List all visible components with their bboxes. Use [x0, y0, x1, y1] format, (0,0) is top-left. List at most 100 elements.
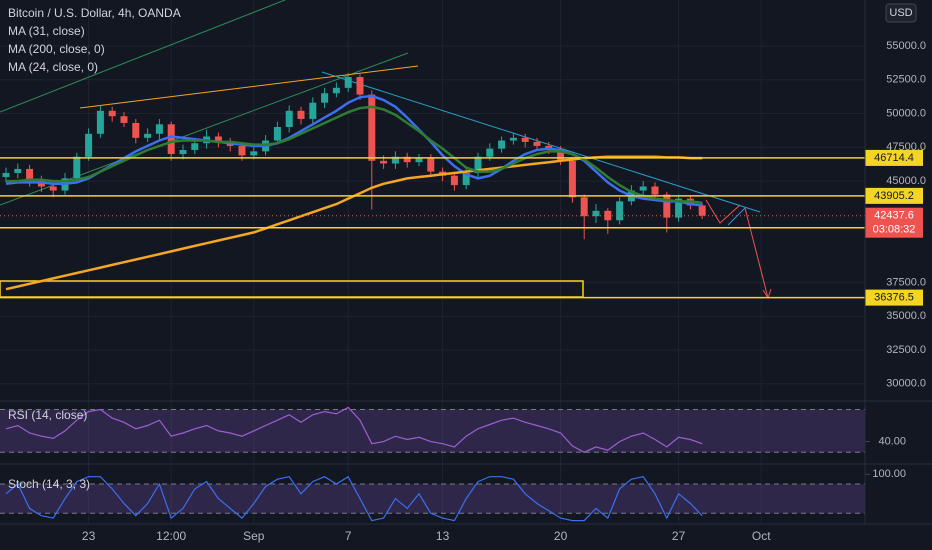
- candle-body: [427, 158, 435, 172]
- grid: [0, 0, 870, 524]
- candle-body: [521, 137, 529, 142]
- candle-body: [557, 150, 565, 161]
- y-tick-label: 47500.0: [886, 141, 926, 153]
- candle-body: [486, 148, 494, 157]
- level-label: 46714.4: [874, 152, 914, 164]
- x-tick-label: 13: [436, 529, 450, 543]
- y-tick-label: 32500.0: [886, 344, 926, 356]
- candle-body: [85, 133, 93, 157]
- candle-body: [592, 210, 600, 217]
- chart-title: Bitcoin / U.S. Dollar, 4h, OANDA: [8, 6, 181, 20]
- candle-body: [309, 102, 317, 119]
- candle-body: [580, 197, 588, 217]
- level-label: 43905.2: [874, 190, 914, 202]
- candle-body: [651, 186, 659, 195]
- y-tick-label: 35000.0: [886, 310, 926, 322]
- candle-body: [450, 175, 458, 186]
- candle-body: [238, 145, 246, 156]
- level-box: [865, 187, 923, 204]
- y-tick-label: 45000.0: [886, 175, 926, 187]
- candle-body: [26, 168, 34, 182]
- x-tick-label: Sep: [243, 529, 265, 543]
- level-box: [865, 289, 923, 306]
- y-tick-label: 100.00: [872, 468, 906, 480]
- candle-body: [344, 77, 352, 88]
- candle-body: [144, 133, 152, 138]
- candle-body: [179, 150, 187, 155]
- x-tick-label: 7: [345, 529, 352, 543]
- path-arrow: [727, 207, 746, 226]
- y-tick-label: 52500.0: [886, 74, 926, 86]
- candle-body: [191, 143, 199, 150]
- path-arrow: [744, 207, 769, 299]
- trend-line: [79, 65, 419, 109]
- band-fill: [0, 484, 865, 514]
- legend-entry: MA (200, close, 0): [8, 42, 105, 56]
- candle-body: [155, 124, 163, 134]
- candle-body: [96, 110, 104, 134]
- ma-line: [6, 105, 703, 204]
- overlay: 46714.443905.241545.436376.542437.603:08…: [0, 149, 923, 306]
- x-tick-label: Oct: [752, 529, 771, 543]
- y-tick-label: 37500.0: [886, 276, 926, 288]
- rsi-line: [5, 406, 703, 453]
- candle-body: [120, 116, 128, 123]
- candle-body: [2, 172, 10, 178]
- candle-body: [14, 168, 22, 173]
- candle-body: [297, 110, 305, 119]
- legend-entry: MA (24, close, 0): [8, 60, 98, 74]
- candle-body: [37, 181, 45, 187]
- candle-body: [214, 136, 222, 142]
- y-tick-label: 50000.0: [886, 107, 926, 119]
- band-fill: [0, 409, 865, 453]
- candle-body: [49, 186, 57, 191]
- x-tick-label: 20: [554, 529, 568, 543]
- stoch-line: [5, 475, 703, 522]
- last-price-box: [865, 207, 923, 238]
- last-price-label: 42437.6: [874, 210, 914, 222]
- candle-body: [73, 156, 81, 179]
- x-tick-label: 12:00: [156, 529, 186, 543]
- candle-body: [403, 156, 411, 163]
- y-tick-label: 55000.0: [886, 40, 926, 52]
- y-tick-label: 30000.0: [886, 378, 926, 390]
- path-arrow: [705, 199, 741, 224]
- candle-body: [663, 194, 671, 218]
- candle-body: [250, 151, 258, 156]
- candle-body: [321, 93, 329, 103]
- candle-body: [568, 160, 576, 198]
- currency-box[interactable]: [885, 3, 917, 23]
- candle-body: [698, 205, 706, 216]
- candle-body: [462, 172, 470, 186]
- candle-body: [380, 160, 388, 164]
- x-tick-label: 23: [82, 529, 96, 543]
- candle-body: [604, 210, 612, 221]
- countdown: 03:08:32: [873, 224, 916, 236]
- candle-body: [391, 156, 399, 164]
- level-box: [865, 149, 923, 166]
- candle-body: [285, 110, 293, 128]
- candle-body: [356, 77, 364, 95]
- level-label: 36376.5: [874, 292, 914, 304]
- candle-body: [167, 124, 175, 155]
- y-tick-label: 40.00: [878, 436, 906, 448]
- candle-body: [132, 122, 140, 138]
- candle-body: [108, 110, 116, 117]
- currency[interactable]: USD: [889, 7, 912, 19]
- rsi-title: RSI (14, close): [8, 408, 87, 422]
- candle-body: [498, 140, 506, 149]
- ma-line: [5, 94, 703, 207]
- candle-body: [415, 158, 423, 163]
- candle-body: [474, 156, 482, 173]
- candle-body: [639, 186, 647, 191]
- channel-line: [0, 0, 286, 113]
- stoch-title: Stoch (14, 3, 3): [8, 477, 90, 491]
- trend-line: [321, 71, 761, 213]
- candle-body: [616, 201, 624, 221]
- candle-body: [675, 198, 683, 218]
- candle-body: [332, 87, 340, 94]
- x-tick-label: 27: [672, 529, 686, 543]
